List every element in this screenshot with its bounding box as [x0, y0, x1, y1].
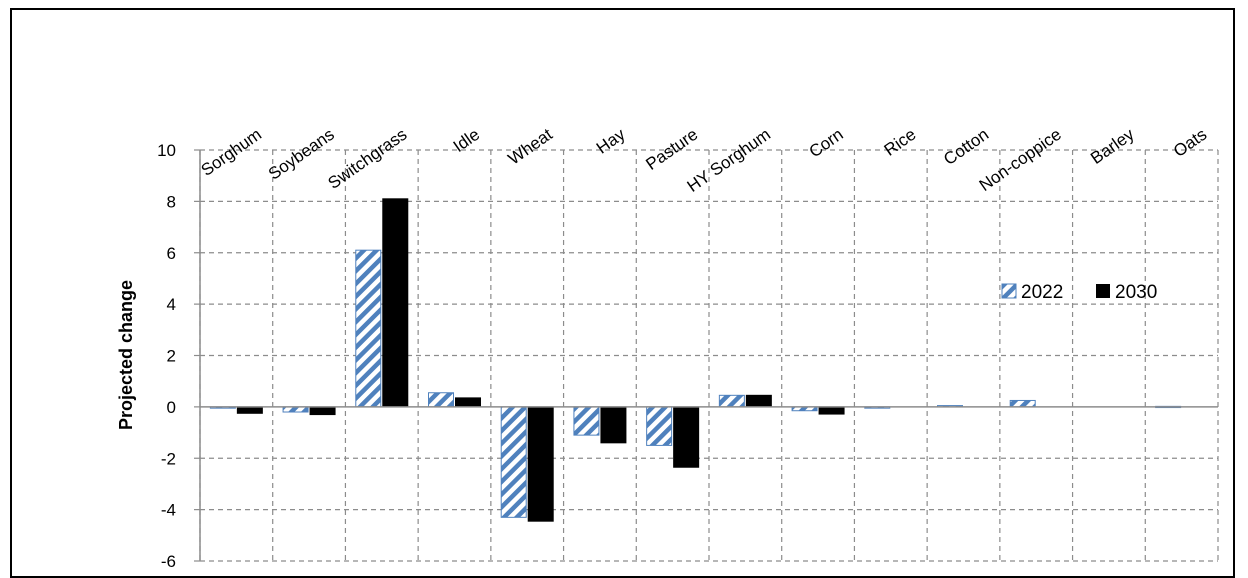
category-label: Oats	[1170, 125, 1210, 161]
category-label: Barley	[1087, 124, 1138, 167]
bar-2030-sorghum	[236, 406, 263, 414]
legend-label-2030: 2030	[1115, 282, 1157, 303]
bar-2030-soybeans	[309, 406, 336, 416]
gridlines	[194, 149, 1219, 562]
bar-2022-hay	[573, 406, 600, 436]
bar-2030-idle	[455, 397, 481, 408]
y-tick-labels: 10 8 6 4 2 0 -2 -4 -6	[157, 141, 176, 567]
category-label: Pasture	[642, 125, 701, 174]
chart-frame	[10, 8, 1235, 578]
y-tick-label: 0	[167, 398, 176, 417]
bar-2030-hy-sorghum	[745, 394, 772, 408]
legend-label-2022: 2022	[1021, 282, 1063, 303]
y-tick-label: -4	[161, 501, 176, 520]
legend: 2022 2030	[1001, 282, 1157, 303]
bar-2022-soybeans	[282, 406, 309, 413]
y-tick-label: -2	[161, 449, 176, 468]
bar-2022-switchgrass	[355, 249, 382, 408]
bars	[209, 198, 1182, 522]
legend-swatch-2022	[1001, 283, 1017, 299]
bar-2022-idle	[428, 392, 454, 408]
category-label: Non-coppice	[976, 125, 1065, 195]
bar-2030-switchgrass	[382, 198, 409, 408]
bar-2030-corn	[818, 406, 845, 415]
y-tick-label: 10	[157, 141, 176, 160]
category-label: Idle	[450, 125, 483, 156]
category-label: Cotton	[940, 125, 992, 169]
axes	[199, 150, 1218, 561]
y-tick-label: 8	[167, 192, 176, 211]
y-tick-label: 6	[167, 244, 176, 263]
category-label: Rice	[881, 125, 920, 160]
y-tick-label: -6	[161, 552, 176, 567]
y-tick-label: 4	[167, 295, 176, 314]
category-label: Hay	[593, 124, 629, 157]
category-label: Corn	[806, 125, 847, 162]
bar-2022-wheat	[500, 406, 527, 518]
bar-2030-wheat	[527, 406, 554, 522]
y-axis-title: Projected change	[116, 280, 136, 430]
bar-2022-hy-sorghum	[718, 394, 745, 408]
bar-2030-hay	[600, 406, 627, 444]
bar-2030-pasture	[673, 406, 700, 468]
legend-swatch-2030	[1096, 284, 1110, 298]
bar-2022-pasture	[646, 406, 673, 446]
category-label: Switchgrass	[324, 125, 410, 193]
y-tick-label: 2	[167, 347, 176, 366]
category-label: Sorghum	[198, 125, 265, 180]
bar-2022-non-coppice	[1009, 399, 1036, 408]
category-label: Wheat	[505, 125, 556, 169]
